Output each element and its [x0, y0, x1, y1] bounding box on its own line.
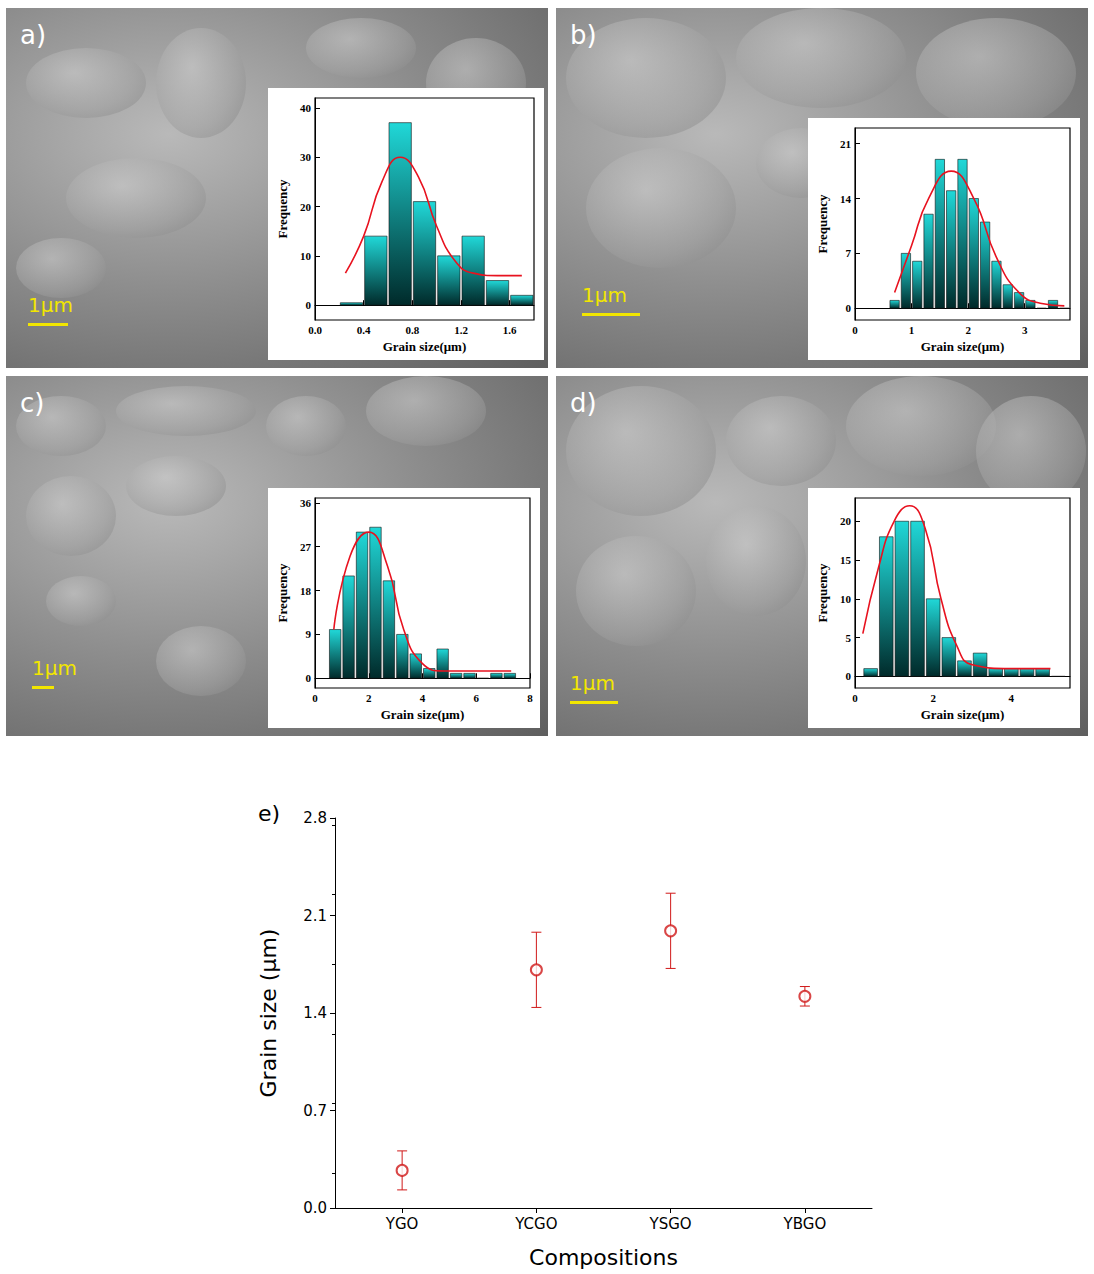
svg-text:2: 2: [965, 324, 971, 336]
svg-text:YGO: YGO: [385, 1215, 419, 1233]
svg-text:0.0: 0.0: [308, 324, 322, 336]
svg-text:9: 9: [306, 628, 312, 640]
svg-text:Grain size(μm): Grain size(μm): [921, 707, 1005, 722]
svg-text:Frequency: Frequency: [815, 194, 830, 253]
svg-text:0: 0: [306, 299, 312, 311]
svg-text:5: 5: [846, 632, 852, 644]
svg-text:4: 4: [420, 692, 426, 704]
svg-text:0: 0: [846, 670, 852, 682]
svg-text:20: 20: [300, 201, 312, 213]
svg-text:2: 2: [930, 692, 936, 704]
svg-text:21: 21: [840, 138, 851, 150]
svg-text:2: 2: [366, 692, 372, 704]
svg-text:e): e): [258, 801, 280, 826]
svg-text:15: 15: [840, 554, 852, 566]
svg-text:30: 30: [300, 151, 312, 163]
html-text:1μm: 1μm: [570, 671, 615, 695]
svg-text:7: 7: [846, 247, 852, 259]
html-text:1μm: 1μm: [28, 293, 73, 317]
html-text:c): c): [20, 388, 45, 418]
svg-text:0: 0: [852, 324, 858, 336]
html-text:b): b): [570, 20, 597, 50]
svg-text:8: 8: [527, 692, 533, 704]
svg-text:Grain size(μm): Grain size(μm): [381, 707, 465, 722]
svg-text:6: 6: [474, 692, 480, 704]
svg-text:4: 4: [1009, 692, 1015, 704]
svg-text:0.4: 0.4: [357, 324, 371, 336]
svg-text:1.4: 1.4: [303, 1004, 327, 1022]
svg-text:Frequency: Frequency: [275, 179, 290, 238]
svg-text:Grain size(μm): Grain size(μm): [383, 339, 467, 354]
svg-text:1.6: 1.6: [503, 324, 517, 336]
svg-text:Grain size (μm): Grain size (μm): [256, 929, 281, 1098]
html-text:d): d): [570, 388, 597, 418]
svg-text:3: 3: [1022, 324, 1028, 336]
svg-text:27: 27: [300, 541, 312, 553]
svg-text:Grain size(μm): Grain size(μm): [921, 339, 1005, 354]
svg-text:20: 20: [840, 515, 852, 527]
svg-text:2.1: 2.1: [303, 907, 327, 925]
svg-text:YBGO: YBGO: [783, 1215, 827, 1233]
svg-text:10: 10: [300, 250, 312, 262]
svg-text:18: 18: [300, 585, 312, 597]
svg-text:10: 10: [840, 593, 852, 605]
svg-text:YSGO: YSGO: [649, 1215, 692, 1233]
svg-text:0.8: 0.8: [405, 324, 419, 336]
svg-text:0: 0: [846, 302, 852, 314]
svg-text:Frequency: Frequency: [815, 563, 830, 622]
svg-text:1: 1: [909, 324, 915, 336]
html-text:1μm: 1μm: [32, 656, 77, 680]
svg-text:Compositions: Compositions: [529, 1245, 678, 1270]
html-text:a): a): [20, 20, 47, 50]
svg-text:0: 0: [852, 692, 858, 704]
html-text:1μm: 1μm: [582, 283, 627, 307]
svg-text:Frequency: Frequency: [275, 563, 290, 622]
svg-text:2.8: 2.8: [303, 809, 327, 827]
svg-text:36: 36: [300, 497, 312, 509]
svg-text:0: 0: [306, 672, 312, 684]
svg-text:YCGO: YCGO: [514, 1215, 557, 1233]
svg-text:14: 14: [840, 193, 852, 205]
svg-text:0.7: 0.7: [303, 1102, 327, 1120]
svg-text:1.2: 1.2: [454, 324, 468, 336]
svg-text:0: 0: [312, 692, 318, 704]
svg-text:40: 40: [300, 102, 312, 114]
svg-text:0.0: 0.0: [303, 1199, 327, 1217]
